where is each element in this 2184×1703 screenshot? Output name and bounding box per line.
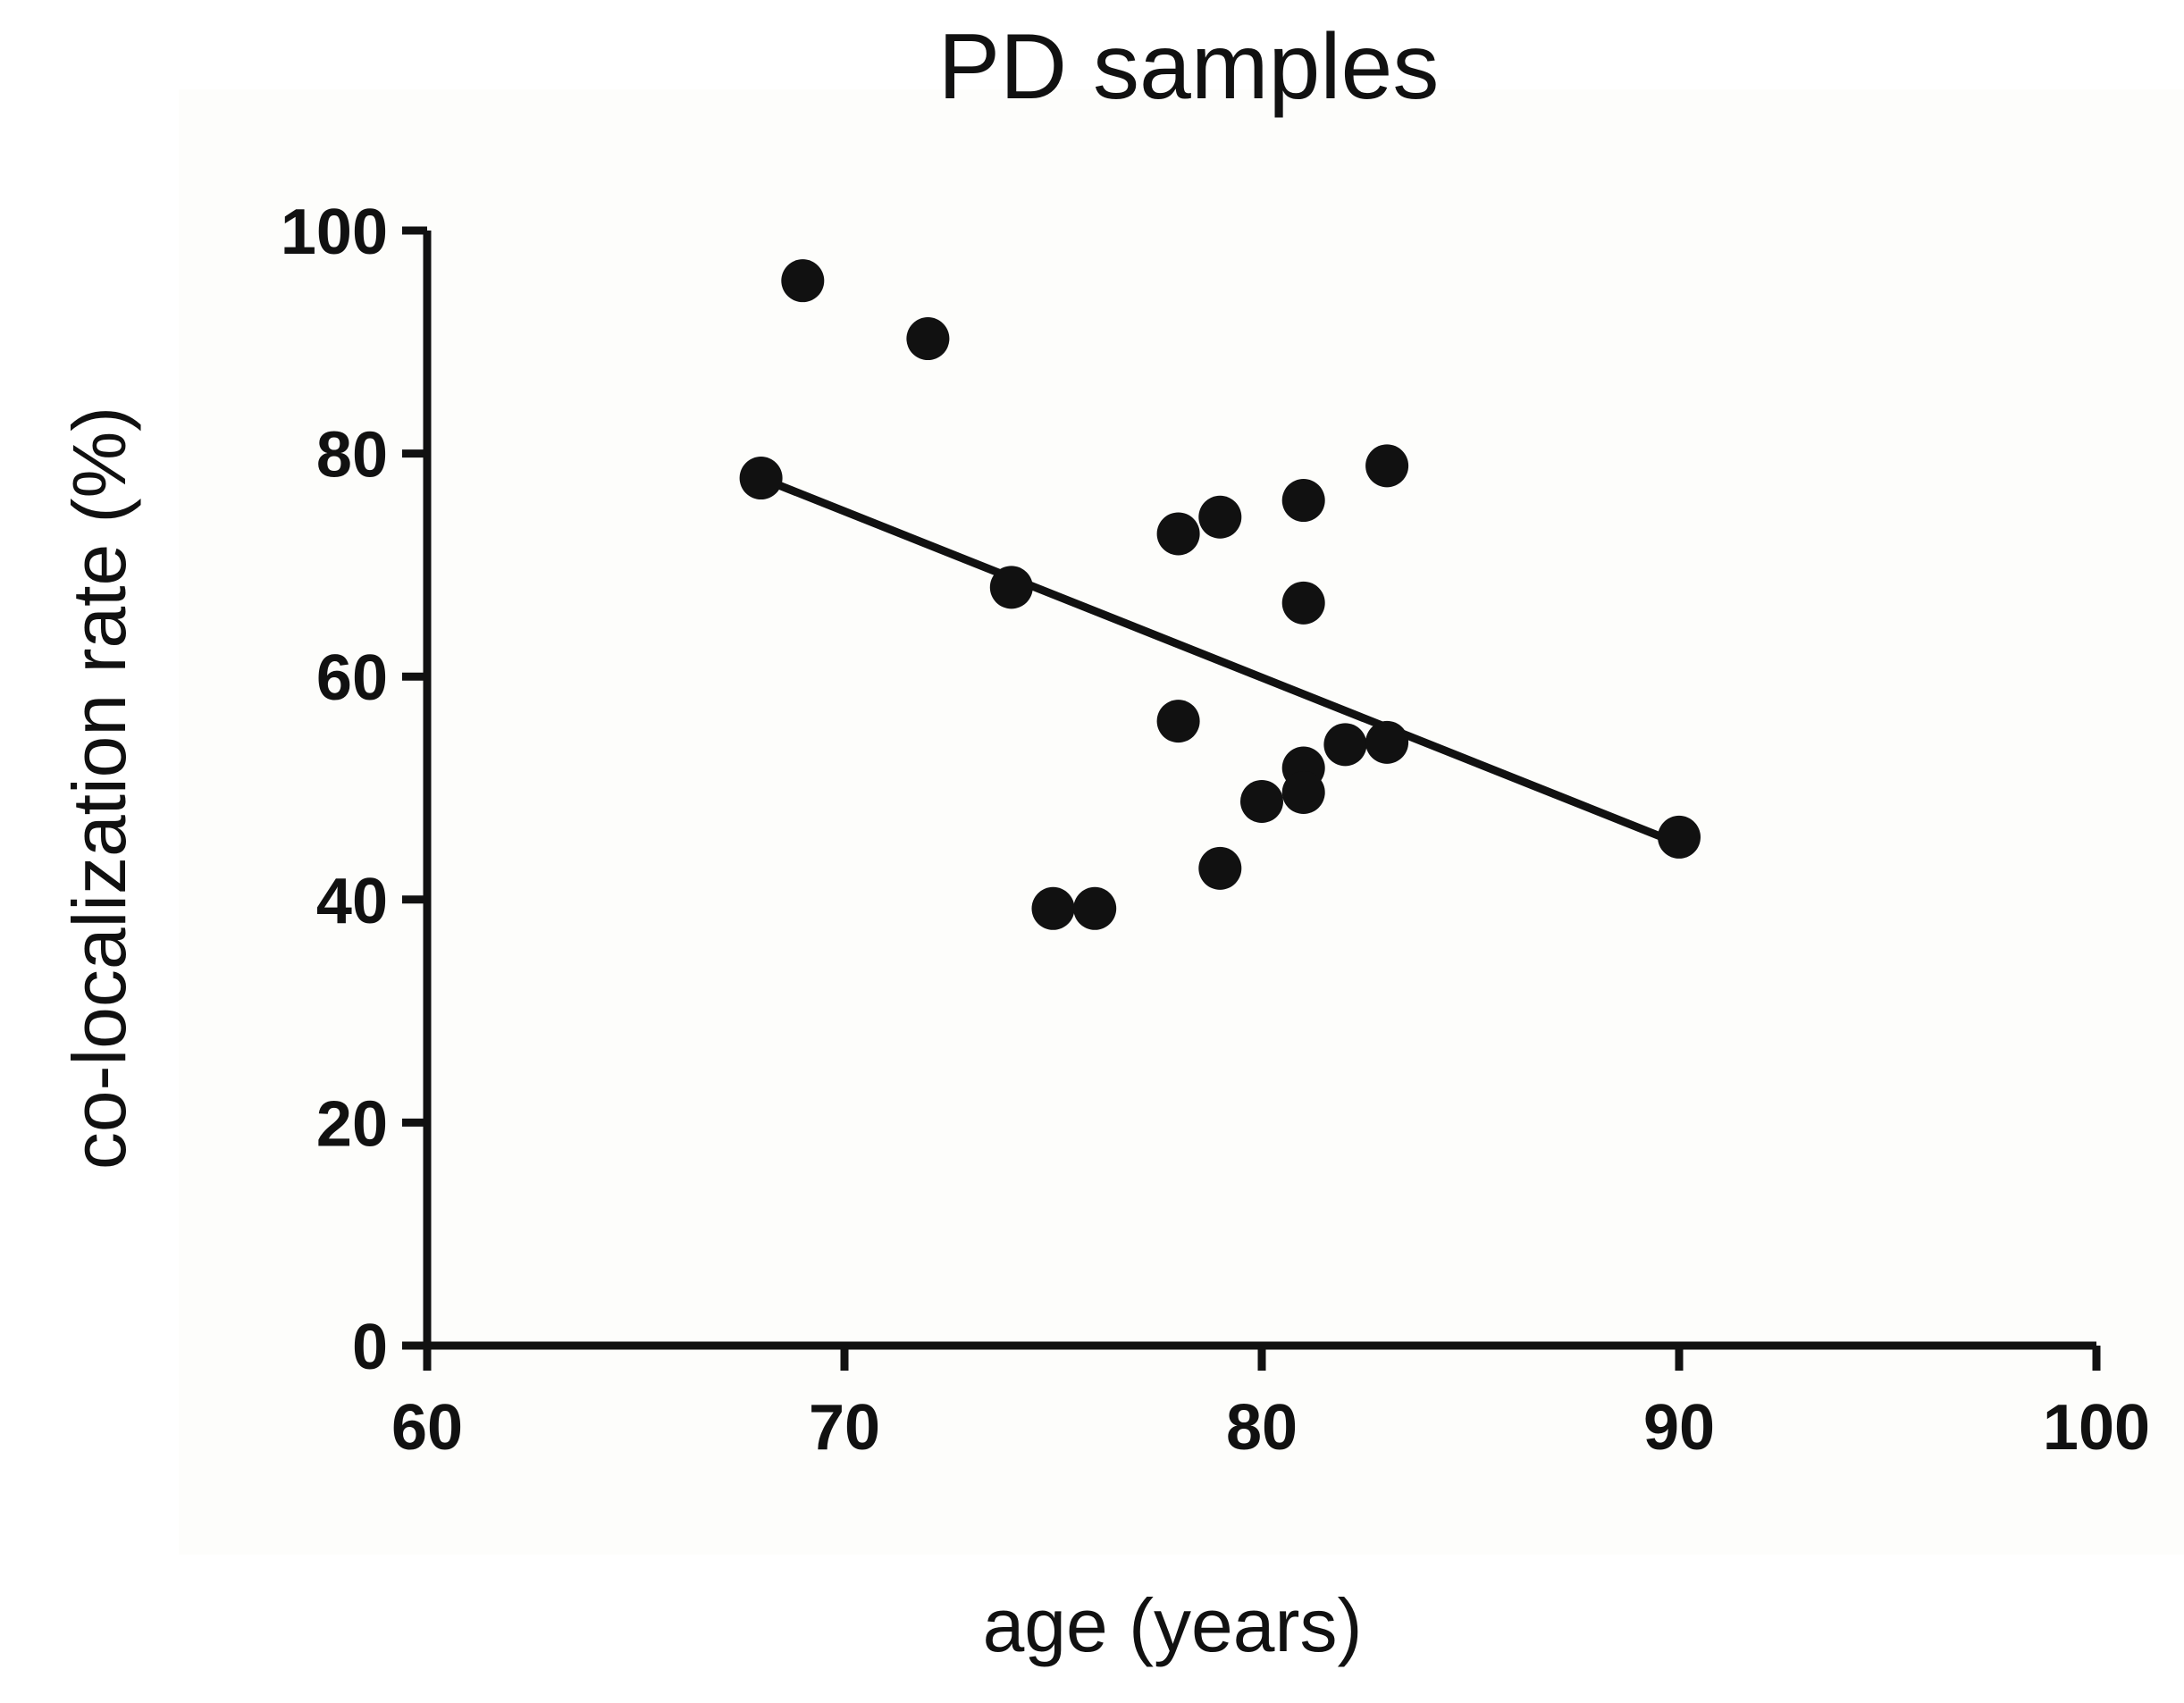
x-tick-label: 90 — [1643, 1392, 1715, 1464]
data-point — [1031, 886, 1075, 930]
data-point — [1281, 479, 1325, 523]
data-point — [1281, 581, 1325, 625]
data-point — [1323, 723, 1367, 767]
x-tick-label: 80 — [1226, 1392, 1298, 1464]
data-point — [1156, 512, 1200, 556]
data-point — [1281, 770, 1325, 814]
data-point — [739, 457, 783, 500]
tick-labels: 60 70 80 90 100 0 20 40 60 80 100 — [281, 197, 2150, 1464]
data-point — [1156, 700, 1200, 743]
data-point — [1240, 779, 1283, 823]
y-tick-label: 40 — [316, 866, 388, 937]
data-point — [1198, 846, 1242, 890]
y-tick-label: 60 — [316, 642, 388, 714]
data-point — [906, 317, 950, 361]
y-tick-label: 0 — [352, 1312, 388, 1383]
data-points — [739, 259, 1701, 930]
data-point — [1073, 886, 1117, 930]
x-tick-label: 60 — [391, 1392, 463, 1464]
data-point — [1658, 815, 1701, 859]
y-axis-label: co-localization rate (%) — [57, 407, 141, 1170]
y-tick-label: 100 — [281, 197, 388, 268]
x-axis-label: age (years) — [983, 1583, 1363, 1667]
regression-line — [759, 474, 1681, 848]
ticks — [402, 226, 2101, 1371]
x-tick-label: 70 — [809, 1392, 880, 1464]
y-tick-label: 20 — [316, 1088, 388, 1160]
chart-title: PD samples — [938, 15, 1440, 119]
y-tick-label: 80 — [316, 420, 388, 491]
data-point — [1198, 495, 1242, 539]
plot-panel-background — [179, 89, 2184, 1555]
data-point — [989, 566, 1033, 609]
x-tick-label: 100 — [2043, 1392, 2150, 1464]
data-point — [1365, 720, 1409, 764]
data-point — [1365, 444, 1409, 488]
data-point — [781, 259, 825, 303]
